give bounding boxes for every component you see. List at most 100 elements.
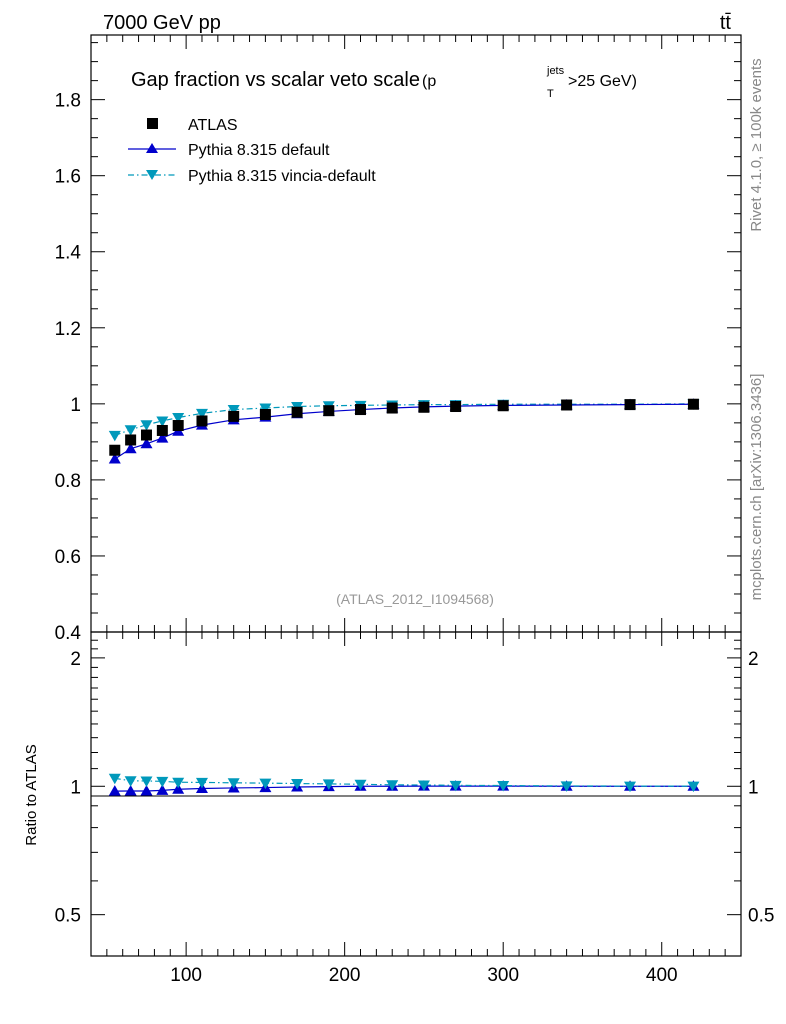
chart-title-tail: >25 GeV) bbox=[568, 73, 637, 90]
ratio-point-triangle-down bbox=[354, 779, 367, 791]
ratio-y-tick-label-right: 1 bbox=[748, 777, 759, 798]
ratio-point-triangle-down bbox=[386, 780, 399, 791]
legend-vincia-label: Pythia 8.315 vincia-default bbox=[188, 168, 376, 185]
ratio-point-triangle-down bbox=[259, 778, 272, 790]
main-y-tick-label: 0.6 bbox=[55, 547, 81, 568]
analysis-watermark: (ATLAS_2012_I1094568) bbox=[336, 591, 494, 607]
data-point-square bbox=[687, 398, 699, 410]
chart-title-subscript: T bbox=[547, 88, 554, 100]
ratio-point-triangle-up bbox=[156, 784, 169, 795]
data-point-square bbox=[172, 420, 184, 432]
rivet-label: Rivet 4.1.0, ≥ 100k events bbox=[748, 58, 765, 231]
data-point-triangle-up bbox=[108, 452, 121, 464]
ratio-point-triangle-up bbox=[172, 783, 185, 794]
process-label: tt̄ bbox=[720, 12, 732, 34]
main-y-tick-label: 0.4 bbox=[55, 623, 82, 644]
main-y-tick-label: 1 bbox=[70, 395, 81, 416]
data-point-triangle-down bbox=[259, 403, 272, 415]
ratio-point-triangle-down bbox=[322, 779, 335, 790]
data-point-square bbox=[259, 408, 271, 420]
ratio-series-group bbox=[108, 773, 700, 796]
ratio-y-tick-label-left: 2 bbox=[70, 649, 81, 670]
ratio-point-triangle-down bbox=[227, 778, 240, 789]
ratio-point-triangle-down bbox=[172, 777, 185, 789]
ratio-y-tick-label-left: 1 bbox=[70, 777, 81, 798]
data-point-square bbox=[140, 429, 152, 441]
data-point-square bbox=[228, 410, 240, 422]
data-point-triangle-down bbox=[140, 420, 153, 431]
main-y-tick-label: 1.6 bbox=[55, 167, 81, 188]
x-tick-label: 200 bbox=[329, 965, 361, 986]
mcplots-label: mcplots.cern.ch [arXiv:1306.3436] bbox=[748, 374, 765, 601]
main-series-group bbox=[108, 398, 700, 464]
ratio-point-triangle-down bbox=[417, 780, 430, 791]
main-y-tick-label: 1.4 bbox=[55, 243, 82, 264]
data-point-square bbox=[125, 434, 137, 446]
ratio-panel: 0.5 0.5 1 1 2 2 100 200 300 400 Ratio to ATLAS bbox=[23, 631, 775, 986]
ratio-y-tick-label-left: 0.5 bbox=[55, 906, 81, 927]
data-point-square bbox=[386, 402, 398, 414]
data-point-square bbox=[561, 399, 573, 411]
ratio-point-triangle-down bbox=[497, 781, 510, 792]
data-point-square bbox=[497, 400, 509, 412]
x-tick-label: 100 bbox=[170, 965, 202, 986]
data-point-triangle-down bbox=[227, 405, 240, 416]
main-axis-ticks bbox=[91, 35, 741, 633]
data-point-square bbox=[323, 405, 335, 417]
chart-title: Gap fraction vs scalar veto scale bbox=[131, 69, 420, 91]
x-tick-label: 400 bbox=[646, 965, 678, 986]
ratio-plot-frame bbox=[90, 631, 742, 957]
ratio-y-axis-label: Ratio to ATLAS bbox=[23, 744, 40, 845]
ratio-point-triangle-down bbox=[195, 777, 208, 789]
data-point-square bbox=[450, 401, 462, 413]
ratio-point-triangle-down bbox=[156, 776, 169, 788]
main-y-tick-label: 1.2 bbox=[55, 319, 81, 340]
legend-atlas-label: ATLAS bbox=[188, 117, 238, 134]
data-point-square bbox=[156, 424, 168, 436]
legend-default-marker bbox=[146, 143, 158, 153]
legend-atlas-marker bbox=[147, 118, 158, 129]
chart-title-paren: (p bbox=[422, 73, 436, 90]
data-point-triangle-down bbox=[195, 408, 208, 420]
ratio-point-triangle-up bbox=[108, 785, 121, 796]
ratio-axis-ticks bbox=[91, 631, 741, 957]
data-point-square bbox=[109, 444, 121, 456]
x-tick-labels: 100 200 300 400 bbox=[170, 965, 677, 986]
legend-vincia-marker bbox=[146, 170, 158, 180]
main-panel: 0.4 0.6 0.8 1 1.2 1.4 1.6 1.8 Gap fraction vs s… bbox=[55, 34, 742, 644]
ratio-point-triangle-down bbox=[124, 776, 137, 787]
data-point-triangle-down bbox=[172, 413, 185, 424]
ratio-point-triangle-up bbox=[124, 784, 137, 796]
main-y-tick-label: 1.8 bbox=[55, 91, 81, 112]
data-point-triangle-down bbox=[108, 430, 121, 442]
legend: ATLAS Pythia 8.315 default Pythia 8.315 … bbox=[128, 117, 376, 185]
data-point-triangle-down bbox=[124, 425, 137, 436]
energy-label: 7000 GeV pp bbox=[103, 12, 221, 34]
ratio-point-triangle-up bbox=[140, 784, 153, 796]
ratio-point-triangle-down bbox=[140, 776, 153, 787]
data-point-square bbox=[196, 415, 208, 427]
ratio-y-tick-label-right: 2 bbox=[748, 649, 759, 670]
ratio-point-triangle-down bbox=[624, 781, 637, 793]
data-point-triangle-down bbox=[156, 416, 169, 427]
data-point-triangle-up bbox=[124, 442, 137, 454]
main-y-tick-label: 0.8 bbox=[55, 471, 81, 492]
data-point-square bbox=[355, 404, 367, 416]
ratio-point-triangle-down bbox=[687, 781, 700, 793]
chart-title-superscript: jets bbox=[546, 65, 565, 77]
ratio-point-triangle-down bbox=[449, 780, 462, 792]
ratio-point-triangle-down bbox=[108, 773, 121, 785]
ratio-point-triangle-down bbox=[560, 781, 573, 792]
ratio-y-tick-labels: 0.5 0.5 1 1 2 2 bbox=[55, 649, 775, 927]
data-point-triangle-up bbox=[140, 437, 153, 449]
legend-default-label: Pythia 8.315 default bbox=[188, 142, 330, 159]
data-point-square bbox=[624, 399, 636, 411]
main-y-tick-labels: 0.4 0.6 0.8 1 1.2 1.4 1.6 1.8 bbox=[55, 91, 82, 644]
x-tick-label: 300 bbox=[487, 965, 519, 986]
data-point-triangle-up bbox=[156, 432, 169, 443]
ratio-point-triangle-down bbox=[291, 779, 304, 790]
data-point-square bbox=[418, 401, 430, 413]
data-point-square bbox=[291, 406, 303, 418]
ratio-y-tick-label-right: 0.5 bbox=[748, 906, 774, 927]
